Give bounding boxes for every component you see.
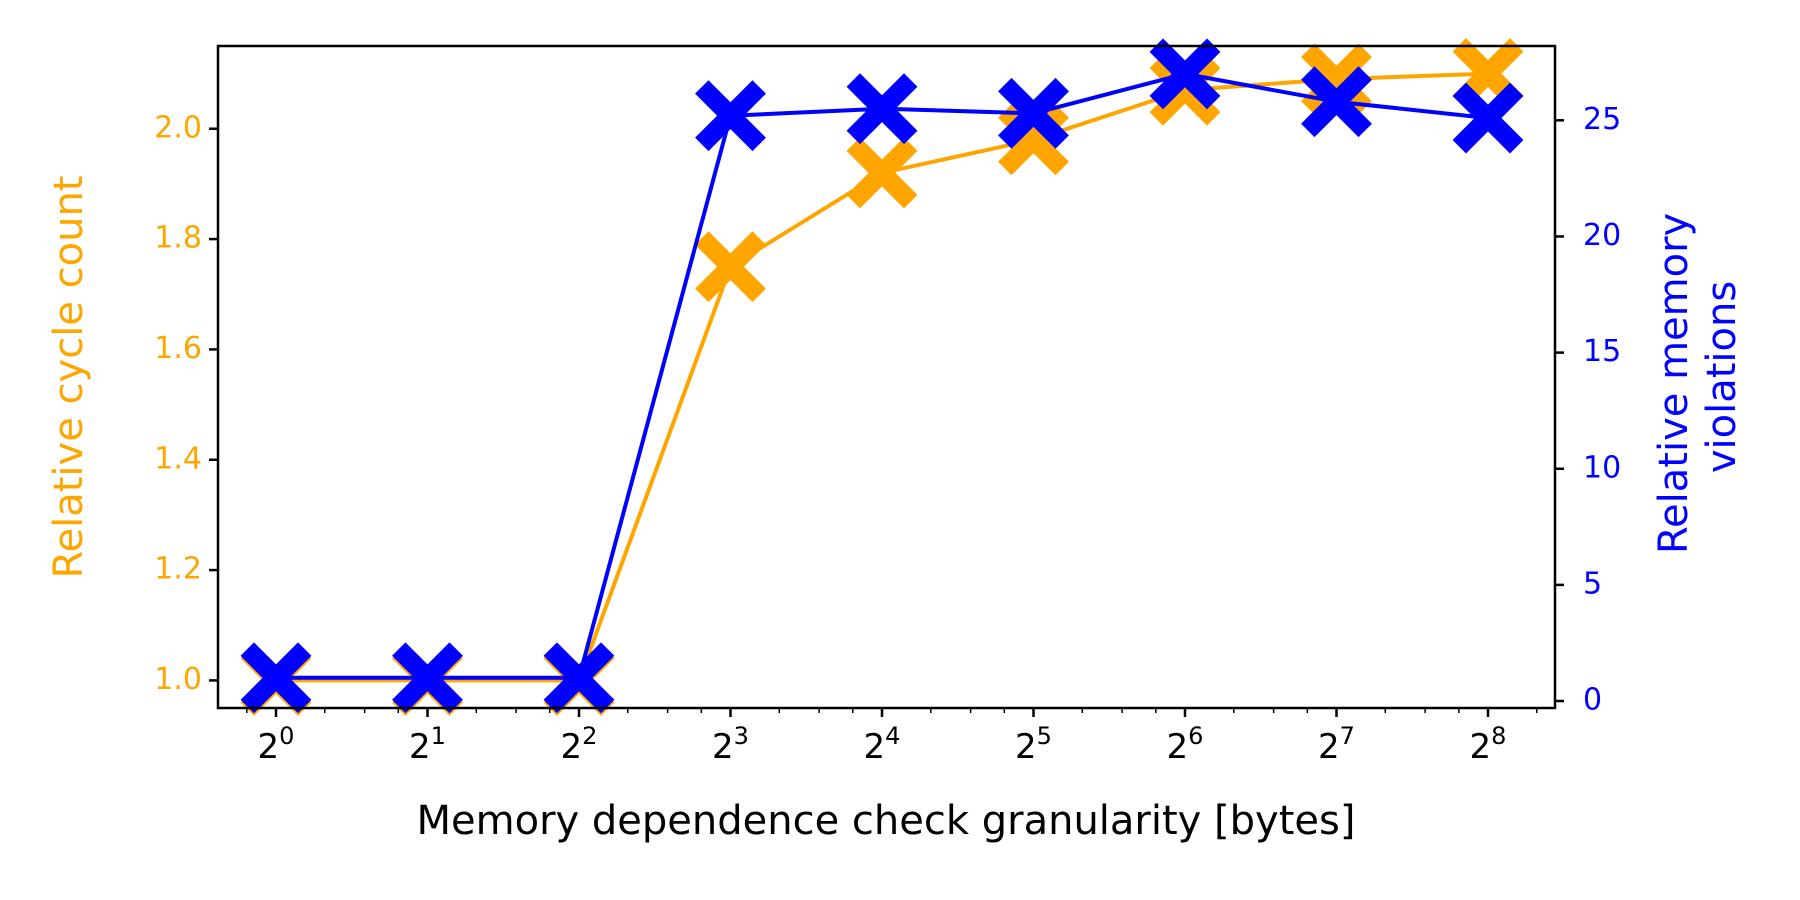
x-tick-exponent: 4 — [885, 722, 900, 750]
data-point-marker — [392, 642, 463, 714]
data-point-marker — [1452, 82, 1524, 154]
x-tick-base: 2 — [1318, 727, 1340, 767]
left-y-tick-label: 1.4 — [154, 441, 202, 476]
x-tick-exponent: 0 — [279, 722, 294, 750]
right-y-axis-title-line-1: Relative memory — [1651, 213, 1697, 554]
x-tick-exponent: 5 — [1037, 722, 1052, 750]
x-tick-exponent: 2 — [582, 722, 597, 750]
x-axis-title: Memory dependence check granularity [byt… — [417, 798, 1356, 844]
x-tick-base: 2 — [712, 727, 734, 767]
x-tick-label: 28 — [1470, 722, 1507, 767]
right-y-axis: 0 5 10 15 20 25 — [1555, 102, 1621, 718]
left-y-axis-title: Relative cycle count — [46, 176, 92, 579]
x-tick-base: 2 — [409, 727, 431, 767]
left-y-tick-label: 1.2 — [154, 552, 202, 587]
left-y-tick-label: 1.0 — [154, 662, 202, 697]
x-tick-exponent: 6 — [1188, 722, 1203, 750]
data-point-marker — [1301, 66, 1372, 138]
right-y-tick-label: 0 — [1583, 683, 1602, 718]
series-layer — [240, 38, 1524, 716]
right-y-tick-label: 20 — [1583, 218, 1621, 253]
data-point-marker — [695, 231, 766, 303]
data-point-marker — [695, 80, 766, 152]
x-tick-label: 23 — [712, 722, 749, 767]
right-y-tick-label: 10 — [1583, 450, 1621, 485]
x-tick-base: 2 — [1470, 727, 1492, 767]
right-y-tick-label: 5 — [1583, 566, 1602, 601]
left-y-tick-label: 1.6 — [154, 331, 202, 366]
x-tick-base: 2 — [1015, 727, 1037, 767]
x-tick-base: 2 — [258, 727, 280, 767]
x-tick-label: 26 — [1167, 722, 1204, 767]
left-y-tick-label: 2.0 — [154, 110, 202, 145]
series-left-axis — [240, 38, 1524, 716]
x-tick-base: 2 — [864, 727, 886, 767]
x-axis: 20 21 22 23 24 25 26 27 28 — [246, 708, 1538, 767]
data-point-marker — [543, 642, 615, 714]
right-y-tick-label: 15 — [1583, 334, 1621, 369]
x-tick-exponent: 3 — [734, 722, 749, 750]
right-y-axis-title: Relative memory violations — [1651, 200, 1745, 554]
x-tick-label: 22 — [561, 722, 598, 767]
data-point-marker — [1452, 38, 1524, 110]
plot-frame — [216, 44, 1557, 710]
left-y-axis: 1.0 1.2 1.4 1.6 1.8 2.0 — [154, 110, 218, 697]
data-point-marker — [1149, 38, 1221, 110]
series-right-axis — [240, 38, 1524, 714]
data-point-marker — [240, 642, 312, 714]
x-tick-exponent: 1 — [431, 722, 446, 750]
data-point-marker — [998, 77, 1069, 149]
right-y-axis-title-line-2: violations — [1699, 281, 1745, 473]
data-point-marker — [846, 73, 918, 145]
left-y-tick-label: 1.8 — [154, 221, 202, 256]
x-tick-label: 25 — [1015, 722, 1052, 767]
data-point-marker — [846, 137, 918, 209]
x-tick-base: 2 — [1167, 727, 1189, 767]
x-tick-exponent: 7 — [1340, 722, 1355, 750]
x-tick-label: 21 — [409, 722, 446, 767]
right-y-tick-label: 25 — [1583, 102, 1621, 137]
x-tick-label: 27 — [1318, 722, 1355, 767]
x-tick-label: 24 — [864, 722, 901, 767]
x-tick-exponent: 8 — [1491, 722, 1506, 750]
x-tick-base: 2 — [561, 727, 583, 767]
x-tick-label: 20 — [258, 722, 295, 767]
